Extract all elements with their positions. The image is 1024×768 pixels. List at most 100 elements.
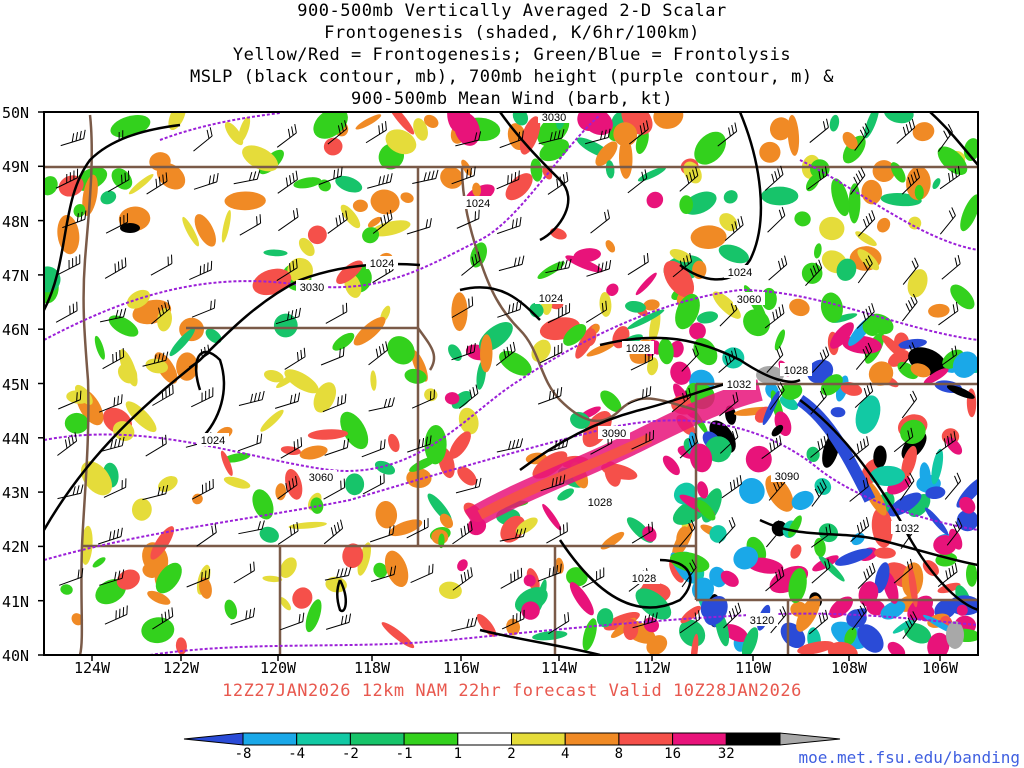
wind-barb — [324, 566, 352, 581]
shade-blob — [925, 486, 946, 500]
shade-blob — [260, 409, 284, 432]
shade-blob — [928, 303, 950, 318]
wind-barb — [548, 612, 570, 635]
wind-barb — [805, 259, 823, 287]
shade-blob — [635, 588, 672, 620]
shade-blob — [937, 582, 961, 594]
lon-label: 108W — [830, 659, 868, 677]
wind-barb — [323, 478, 346, 500]
wind-barb — [717, 122, 738, 147]
shade-blob — [131, 498, 152, 521]
lon-label: 118W — [353, 659, 391, 677]
shade-blob — [814, 243, 822, 259]
height-label: 3090 — [602, 428, 626, 440]
wind-barb — [107, 170, 130, 193]
shade-blob — [829, 322, 854, 349]
wind-barb — [854, 123, 870, 151]
wind-barb — [902, 293, 918, 322]
colorbar-label: -2 — [341, 746, 359, 762]
wind-barb — [99, 569, 125, 586]
shade-blob — [150, 526, 175, 560]
wind-barb — [324, 438, 350, 456]
map-title: 900-500mb Vertically Averaged 2-D Scalar… — [0, 0, 1024, 110]
shade-blob — [389, 519, 423, 537]
wind-barb — [631, 430, 655, 450]
lat-label: 42N — [2, 538, 30, 557]
shade-blob — [276, 371, 300, 389]
shade-blob — [264, 370, 284, 383]
wind-barb — [145, 434, 167, 457]
shade-blob — [806, 446, 820, 463]
wind-barb — [939, 166, 961, 190]
wind-barb — [899, 342, 916, 370]
wind-barbs — [55, 118, 963, 640]
shade-blob — [318, 179, 331, 192]
wind-barb — [547, 303, 571, 324]
shade-blob — [500, 515, 526, 543]
mslp-label-bg — [891, 521, 923, 534]
wind-barb — [496, 438, 524, 453]
shade-blob — [440, 166, 464, 189]
shade-blob — [126, 289, 151, 309]
wind-barb — [582, 567, 605, 588]
lat-label: 41N — [2, 592, 30, 611]
wind-barb — [410, 563, 434, 584]
shade-blob — [887, 492, 922, 517]
shade-blob — [637, 166, 667, 182]
wind-barb — [193, 172, 219, 190]
shade-blob — [952, 351, 978, 378]
wind-barb — [406, 218, 432, 235]
shade-blob — [404, 368, 427, 384]
shade-blob — [840, 382, 863, 396]
wind-barb — [809, 118, 829, 143]
colorbar — [183, 732, 841, 746]
shade-blob — [605, 240, 616, 253]
wind-barb — [627, 386, 652, 405]
shade-blob — [807, 359, 834, 384]
height-contours — [44, 112, 978, 655]
wind-barb — [322, 393, 347, 413]
mslp-label-bg — [723, 377, 755, 390]
mslp-contour — [44, 262, 421, 531]
source-url[interactable]: moe.met.fsu.edu/banding — [798, 748, 1020, 767]
shade-blob — [293, 177, 322, 189]
shade-blob — [600, 390, 622, 412]
shade-blob — [539, 138, 570, 162]
wind-barb — [810, 433, 830, 458]
shade-blob — [555, 557, 564, 574]
shade-blob — [679, 619, 706, 647]
shade-blob — [157, 307, 172, 332]
shade-blob — [192, 493, 203, 505]
wind-barb — [230, 607, 256, 625]
height-contour — [44, 114, 601, 341]
wind-barb — [274, 392, 301, 409]
wind-barb — [901, 168, 921, 195]
wind-barb — [627, 252, 649, 276]
colorbar-bin — [296, 732, 351, 746]
shade-blob — [438, 581, 462, 600]
shade-blob — [718, 244, 749, 264]
shade-blob — [557, 488, 574, 501]
shade-blob — [696, 499, 716, 521]
shade-blob — [844, 627, 857, 646]
wind-barb — [452, 567, 473, 591]
mslp-label: 1028 — [784, 365, 808, 377]
shade-blob — [169, 328, 195, 357]
shade-blob — [375, 501, 398, 529]
shade-blob — [142, 563, 159, 579]
shade-blob — [563, 324, 587, 346]
wind-barb — [152, 607, 174, 630]
shade-blob — [370, 189, 400, 215]
wind-barb — [370, 565, 397, 582]
shade-blob — [449, 431, 471, 459]
mslp-contour — [558, 539, 692, 609]
mslp-label: 1032 — [895, 523, 919, 535]
mslp-label-bg — [366, 256, 398, 269]
shade-blob — [691, 577, 715, 602]
shade-blob — [658, 338, 674, 365]
border-line — [460, 166, 697, 422]
shade-blob — [679, 195, 694, 214]
shade-blob — [690, 225, 727, 249]
lat-label: 47N — [2, 266, 30, 285]
shade-blob — [733, 546, 759, 570]
